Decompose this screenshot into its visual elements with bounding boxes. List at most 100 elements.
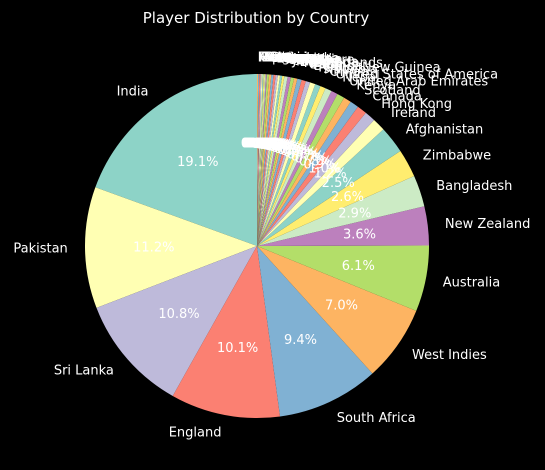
slice-percent-label: 0.2% bbox=[251, 137, 284, 152]
pie-slice bbox=[257, 81, 311, 246]
slice-percent-label: 0.1% bbox=[243, 136, 276, 151]
slice-label: South Africa bbox=[337, 411, 416, 426]
pie-slice bbox=[257, 75, 285, 246]
pie-slice bbox=[257, 77, 295, 247]
slice-percent-label: 1.2% bbox=[314, 167, 347, 182]
pie-slice bbox=[257, 112, 375, 246]
slice-percent-label: 0.1% bbox=[243, 136, 276, 151]
pie-slice bbox=[257, 78, 302, 246]
pie-slice bbox=[257, 119, 384, 246]
slice-label: Guernsey bbox=[260, 50, 322, 65]
pie-slice bbox=[257, 74, 276, 246]
slice-percent-label: 0.1% bbox=[246, 137, 279, 152]
slice-percent-label: 0.4% bbox=[266, 140, 299, 155]
slice-label: Qatar bbox=[308, 57, 345, 72]
pie-slice bbox=[84, 187, 257, 308]
slice-percent-label: 0.2% bbox=[248, 137, 281, 152]
slice-percent-label: 0.1% bbox=[245, 136, 278, 151]
slice-percent-label: 0.3% bbox=[260, 138, 293, 153]
slice-label: Rwanda bbox=[281, 52, 333, 67]
slice-percent-label: 0.7% bbox=[295, 152, 328, 167]
slice-percent-label: 0.2% bbox=[252, 137, 285, 152]
pie-slice bbox=[257, 206, 429, 246]
pie-slice bbox=[257, 74, 266, 246]
pie-slice bbox=[257, 97, 351, 246]
pie-slice bbox=[257, 93, 345, 246]
slice-label: Namibia bbox=[324, 63, 378, 78]
slice-label: Malaysia bbox=[286, 53, 343, 68]
slice-label: Netherlands bbox=[304, 56, 383, 71]
slice-percent-label: 0.3% bbox=[262, 139, 295, 154]
pie-slice bbox=[257, 76, 291, 246]
pie-slice bbox=[257, 176, 425, 246]
slice-label: England bbox=[169, 425, 222, 440]
slice-label: Papua New Guinea bbox=[318, 61, 440, 76]
slice-percent-label: 9.4% bbox=[284, 333, 317, 348]
slice-percent-label: 0.1% bbox=[244, 136, 277, 151]
slice-label: Bahrain bbox=[265, 51, 315, 66]
slice-percent-label: 10.8% bbox=[158, 307, 199, 322]
slice-label: Singapore bbox=[289, 53, 355, 68]
slice-label: Jersey bbox=[292, 54, 333, 69]
pie-slice bbox=[257, 75, 281, 247]
pie-slice bbox=[257, 74, 272, 247]
slice-percent-label: 19.1% bbox=[177, 155, 218, 170]
slice-label: Spain bbox=[264, 50, 300, 65]
slice-label: Germany bbox=[269, 51, 329, 66]
pie-slice bbox=[257, 82, 316, 246]
slice-label: Sri Lanka bbox=[54, 363, 114, 378]
slice-label: Italy bbox=[274, 51, 303, 66]
slice-percent-label: 0.2% bbox=[254, 137, 287, 152]
pie-slice bbox=[257, 74, 265, 246]
slice-label: France bbox=[258, 50, 301, 65]
slice-percent-label: 0.6% bbox=[287, 147, 320, 162]
slice-label: United Arab Emirates bbox=[349, 74, 488, 89]
pie-slice bbox=[257, 246, 417, 374]
slice-label: Kuwait bbox=[279, 52, 322, 67]
pie-slices bbox=[84, 73, 430, 418]
slice-percent-label: 6.1% bbox=[342, 259, 375, 274]
slice-label: Nepal bbox=[342, 71, 380, 86]
slice-label: Nigeria bbox=[296, 54, 343, 69]
slice-percent-label: 0.2% bbox=[247, 137, 280, 152]
slice-label: Oman bbox=[330, 65, 369, 80]
slice-label: Kenya bbox=[356, 79, 396, 94]
pie-slice bbox=[257, 74, 274, 246]
slice-label: Canada bbox=[372, 90, 421, 105]
slice-label: Uganda bbox=[313, 59, 363, 74]
pie-slice bbox=[257, 74, 264, 246]
pie-slice bbox=[257, 76, 288, 246]
slice-percent-label: 0.4% bbox=[268, 140, 301, 155]
pie-slice bbox=[257, 86, 326, 246]
pie-slice bbox=[257, 78, 298, 246]
pie-slice bbox=[257, 88, 332, 246]
pie-slice bbox=[257, 79, 306, 246]
pie-slice bbox=[257, 150, 415, 246]
slice-label: Tanzania bbox=[283, 52, 341, 67]
slice-label: Vanuatu bbox=[266, 51, 320, 66]
pie-slice bbox=[257, 84, 321, 246]
slice-percent-label: 0.5% bbox=[277, 143, 310, 158]
pie-percent-labels: 19.1% 11.2% 10.8% 10.1% 9.4% 7.0% 6.1% 3.6% 2.9%… bbox=[133, 136, 376, 356]
slice-label: Bermuda bbox=[300, 55, 359, 70]
pie-slice bbox=[257, 74, 270, 246]
slice-percent-label: 0.6% bbox=[283, 146, 316, 161]
slice-label: Scotland bbox=[364, 84, 421, 99]
pie-slice bbox=[257, 74, 263, 246]
pie-slice bbox=[257, 74, 267, 246]
slice-percent-label: 0.1% bbox=[242, 136, 275, 151]
slice-percent-label: 1.0% bbox=[308, 162, 341, 177]
pie-slice bbox=[257, 74, 262, 246]
pie-slice bbox=[257, 106, 366, 246]
slice-percent-label: 2.5% bbox=[322, 176, 355, 191]
chart-title: Player Distribution by Country bbox=[143, 9, 370, 27]
slice-percent-label: 0.5% bbox=[274, 142, 307, 157]
slice-label: Ghana bbox=[267, 51, 310, 66]
slice-label: Zimbabwe bbox=[423, 148, 491, 163]
slice-label: Romania bbox=[259, 50, 316, 65]
slice-percent-label: 0.8% bbox=[299, 154, 332, 169]
pie-slice bbox=[257, 245, 430, 311]
slice-percent-label: 2.9% bbox=[338, 206, 371, 221]
